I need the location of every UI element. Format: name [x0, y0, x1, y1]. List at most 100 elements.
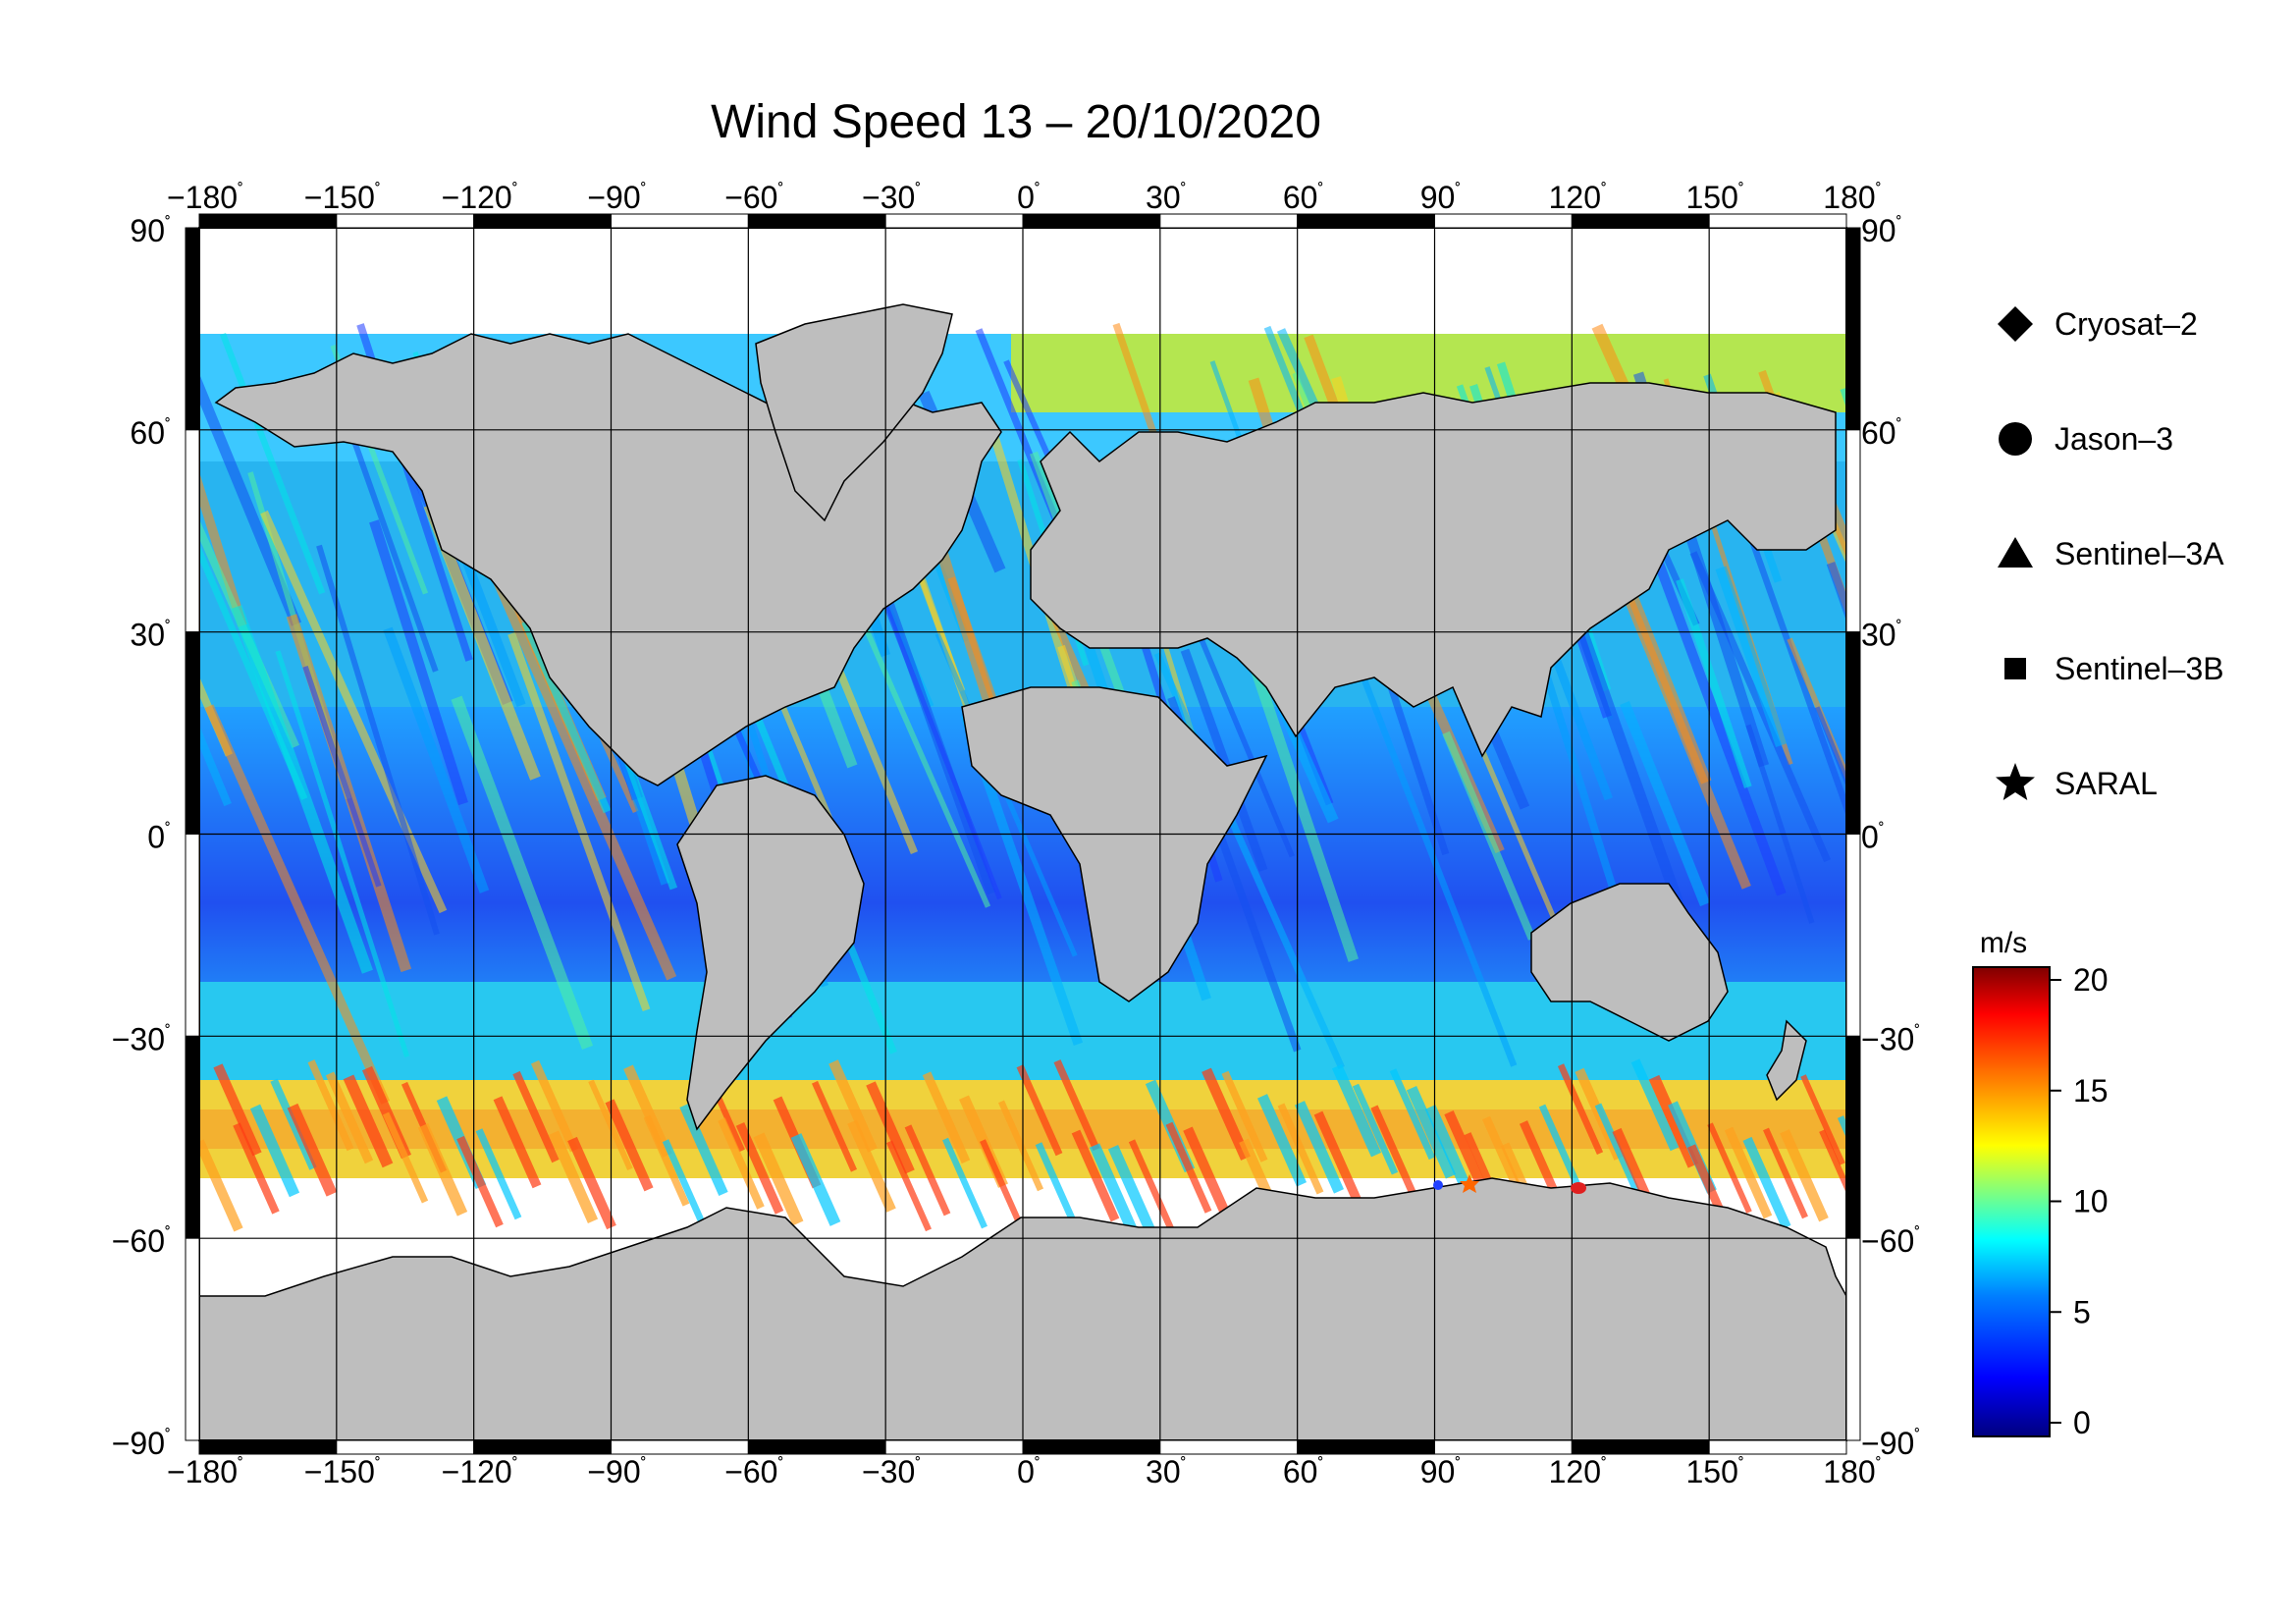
swath-stripe [679, 1103, 728, 1196]
swath-stripe [199, 725, 232, 807]
square-icon [2004, 658, 2026, 679]
latitude-tick-label-left: 30˚ [130, 618, 171, 653]
colorbar-unit-label: m/s [1980, 927, 2027, 959]
observation-markers [1433, 1174, 1586, 1194]
swath-stripe [942, 1137, 988, 1229]
swath-stripe [1689, 551, 1832, 863]
swath-stripe [260, 510, 448, 914]
longitude-tick-label-top: 60˚ [1283, 180, 1324, 215]
swath-stripe [1859, 1084, 1898, 1172]
frame-scale-segment [185, 834, 200, 1037]
swath-stripe [1352, 1083, 1399, 1175]
swath-stripe [735, 1122, 784, 1215]
swath-stripe [605, 1099, 654, 1192]
south-america-land [676, 775, 865, 1131]
latitude-tick-label-left: 0˚ [147, 820, 171, 855]
colorbar-tick-label: 15 [2073, 1073, 2109, 1109]
swath-stripe [1620, 701, 1710, 907]
longitude-tick-label-top: 90˚ [1420, 180, 1462, 215]
frame-scale-segment [185, 227, 200, 431]
swath-stripe [1071, 1129, 1120, 1222]
frame-scale-segment [473, 1439, 612, 1455]
frame-scale-segment [185, 1237, 200, 1441]
frame-scale-segment [1571, 1439, 1710, 1455]
swath-stripe [1331, 1063, 1382, 1158]
swath-stripe [451, 695, 594, 1051]
swath-stripe [718, 1117, 765, 1210]
longitude-tick-label-top: −60˚ [724, 180, 783, 215]
swath-stripe [72, 718, 154, 943]
longitude-tick-label-bottom: −30˚ [862, 1454, 921, 1489]
frame-scale-segment [1845, 834, 1861, 1037]
swath-stripe [30, 646, 148, 991]
swath-stripe [1676, 578, 1752, 788]
swath-stripe [307, 1059, 354, 1152]
frame-scale-segment [1845, 429, 1861, 633]
swath-stripe [886, 1140, 932, 1232]
swath-stripe [58, 345, 193, 761]
diamond-icon [1998, 306, 2033, 342]
swath-stripe [997, 1100, 1044, 1192]
swath-stripe [811, 1080, 858, 1172]
latitude-tick-label-left: −90˚ [112, 1426, 171, 1461]
frame-scale-segment [747, 1439, 886, 1455]
swath-stripe [270, 1078, 317, 1170]
swath-stripe [1201, 1067, 1251, 1161]
swath-stripe [548, 1130, 599, 1224]
greenland-land [755, 303, 953, 522]
swath-stripe [213, 1063, 262, 1157]
frame-scale-segment [1159, 1439, 1299, 1455]
longitude-tick-label-bottom: −180˚ [167, 1454, 243, 1489]
frame-scale-segment [1022, 1439, 1161, 1455]
swath-stripe [828, 1059, 878, 1153]
swath-stripe [1594, 1103, 1641, 1195]
swath-stripe [1707, 1122, 1752, 1214]
latitude-tick-label-right: −30˚ [1861, 1021, 1920, 1056]
map-frame [185, 213, 1861, 1455]
swath-stripe [866, 1081, 915, 1174]
eurasia-land [1030, 382, 1837, 758]
longitude-tick-label-top: −120˚ [442, 180, 518, 215]
frame-scale-segment [1297, 1439, 1435, 1455]
swath-stripe [1313, 1110, 1362, 1204]
frame-scale-segment [1845, 1035, 1861, 1239]
legend-label: Jason–3 [2055, 421, 2173, 457]
swath-stripe [1294, 1101, 1345, 1194]
longitude-tick-label-top: 0˚ [1017, 180, 1041, 215]
swath-stripe [287, 1103, 338, 1197]
swath-stripe [530, 1059, 579, 1153]
frame-scale-segment [1022, 213, 1161, 229]
frame-scale-segment [1845, 631, 1861, 836]
frame-scale-segment [884, 213, 1024, 229]
swath-stripe [233, 1122, 280, 1215]
swath-stripe [219, 332, 326, 595]
latitude-tick-label-right: 30˚ [1861, 618, 1902, 653]
swath-stripe [662, 1139, 709, 1231]
map-title: Wind Speed 13 – 20/10/2020 [711, 96, 1321, 148]
swath-stripe [790, 1133, 841, 1226]
longitude-tick-label-top: 30˚ [1146, 180, 1187, 215]
frame-scale-segment [1708, 213, 1847, 229]
frame-scale-segment [185, 1035, 200, 1239]
longitude-tick-label-top: −30˚ [862, 180, 921, 215]
swath-stripe [1277, 1103, 1324, 1195]
swath-stripe [1089, 1143, 1140, 1236]
swath-stripe [1800, 1074, 1845, 1165]
swath-stripe [231, 605, 373, 974]
saral-marker [1460, 1174, 1479, 1193]
swath-stripe [1927, 493, 2038, 789]
longitude-tick-label-bottom: 150˚ [1685, 1454, 1743, 1489]
longitude-tick-label-bottom: −120˚ [442, 1454, 518, 1489]
swath-stripe [980, 1139, 1025, 1230]
swath-stripe [493, 1096, 542, 1189]
swath-stripe [475, 1128, 522, 1220]
colorbar-gradient [1972, 966, 2051, 1437]
swath-stripe [1153, 652, 1345, 1069]
swath-stripe [1780, 1129, 1829, 1222]
swath-stripe [382, 1111, 429, 1204]
swath-stripe [1564, 593, 1689, 921]
swath-stripe [275, 650, 410, 1057]
swath-stripe [1745, 724, 1815, 924]
colorbar-tick-label: 10 [2073, 1184, 2109, 1219]
latitude-tick-label-right: −90˚ [1861, 1426, 1920, 1461]
